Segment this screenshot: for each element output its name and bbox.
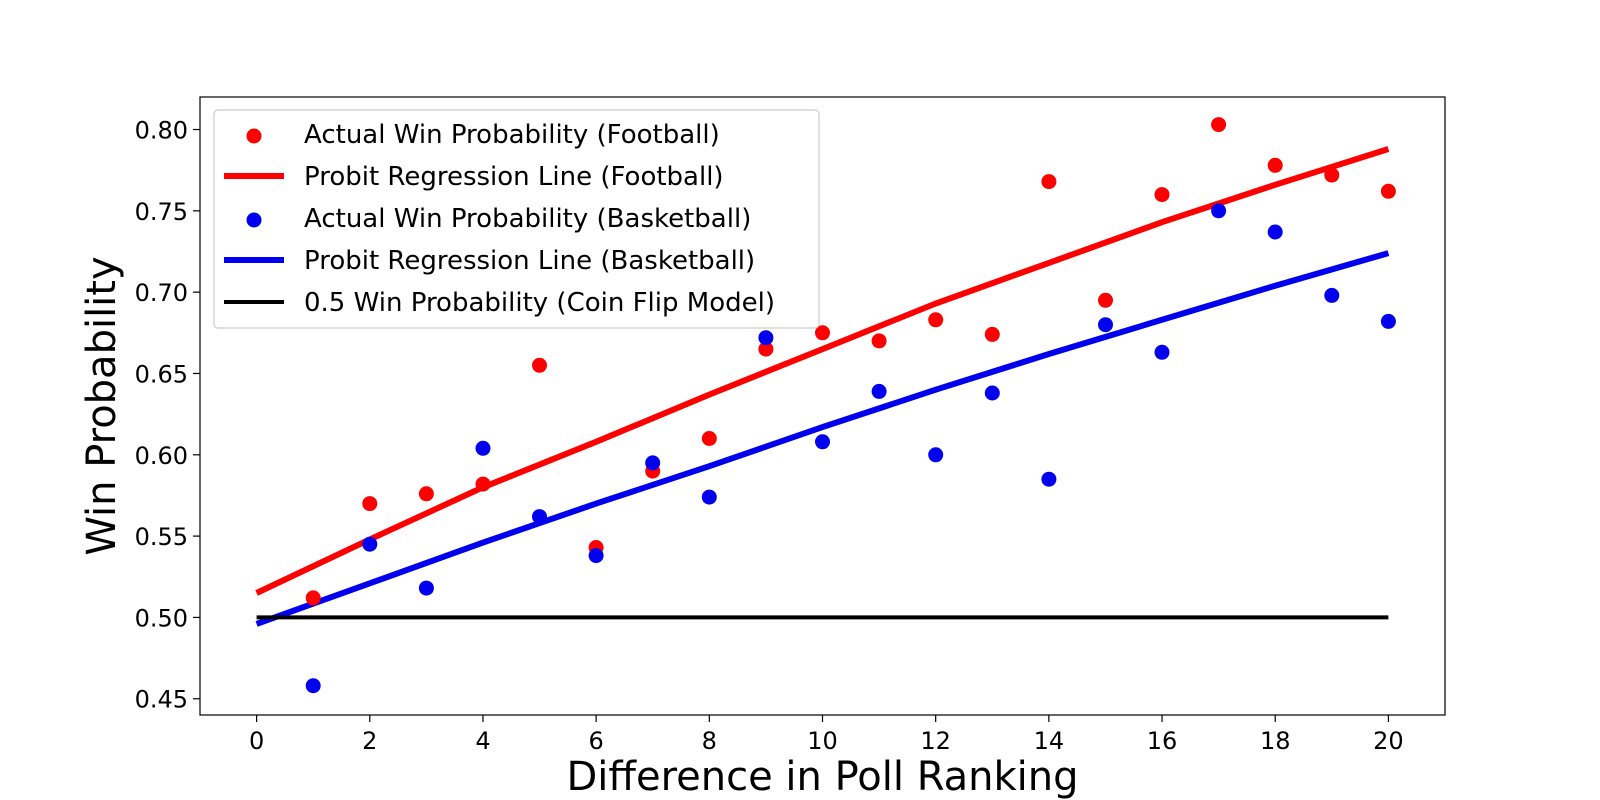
data-point-series0-7 xyxy=(701,431,717,446)
series-line-1 xyxy=(255,146,1390,596)
data-point-series2-3 xyxy=(475,440,491,456)
data-point-series0-13 xyxy=(1041,174,1057,190)
y-tick-label: 0.50 xyxy=(135,604,188,632)
y-tick-label: 0.70 xyxy=(135,279,188,307)
x-tick-label: 2 xyxy=(362,727,377,755)
x-tick-label: 6 xyxy=(588,727,603,755)
data-point-series0-8 xyxy=(758,341,774,357)
y-tick-label: 0.45 xyxy=(135,686,188,714)
data-point-series2-13 xyxy=(1041,471,1057,487)
data-point-series0-0 xyxy=(305,590,321,606)
data-point-series0-16 xyxy=(1211,117,1227,133)
data-point-series0-4 xyxy=(532,357,547,373)
data-point-series2-5 xyxy=(588,548,604,564)
data-point-series2-6 xyxy=(645,455,661,471)
data-point-series2-16 xyxy=(1211,203,1227,219)
data-point-series0-9 xyxy=(815,325,830,341)
y-axis-label: Win Probability xyxy=(79,256,125,555)
data-point-series0-1 xyxy=(362,496,378,512)
y-tick-label: 0.55 xyxy=(135,523,188,551)
data-point-series2-15 xyxy=(1154,344,1170,360)
legend-label-3: Probit Regression Line (Basketball) xyxy=(304,246,755,276)
data-point-series0-12 xyxy=(984,326,1000,342)
x-tick-label: 12 xyxy=(920,727,951,755)
data-point-series2-11 xyxy=(928,447,944,463)
plot-area xyxy=(255,117,1396,694)
data-point-series0-19 xyxy=(1380,183,1396,199)
series-line-3 xyxy=(255,250,1390,627)
x-tick-label: 20 xyxy=(1373,727,1404,755)
x-tick-label: 16 xyxy=(1147,727,1178,755)
legend-label-1: Probit Regression Line (Football) xyxy=(304,162,724,192)
legend-label-0: Actual Win Probability (Football) xyxy=(304,120,720,150)
x-tick-label: 8 xyxy=(702,727,717,755)
axes: 0 2 4 6 8 10 12 14 16 18 20 0.45 0.50 0.55 0.60 0.65 0.7… xyxy=(135,117,1404,755)
data-point-series0-14 xyxy=(1098,292,1113,308)
legend-marker-2 xyxy=(246,212,262,228)
data-point-series0-18 xyxy=(1324,167,1340,183)
data-point-series2-19 xyxy=(1380,313,1396,329)
x-tick-label: 4 xyxy=(475,727,490,755)
data-point-series2-4 xyxy=(532,509,547,525)
legend-marker-0 xyxy=(246,128,262,144)
data-point-series2-9 xyxy=(815,434,830,450)
data-point-series0-17 xyxy=(1267,157,1283,173)
data-point-series2-1 xyxy=(362,536,378,552)
x-tick-label: 0 xyxy=(249,727,264,755)
x-tick-label: 18 xyxy=(1260,727,1291,755)
x-tick-label: 10 xyxy=(807,727,838,755)
y-tick-label: 0.60 xyxy=(135,442,188,470)
data-point-series0-3 xyxy=(475,476,491,492)
y-tick-label: 0.75 xyxy=(135,198,188,226)
legend-label-4: 0.5 Win Probability (Coin Flip Model) xyxy=(304,288,775,318)
legend: Actual Win Probability (Football) Probit … xyxy=(213,109,820,329)
data-point-series2-2 xyxy=(418,580,434,596)
data-point-series2-18 xyxy=(1324,287,1340,303)
y-tick-label: 0.65 xyxy=(135,360,188,388)
y-tick-label: 0.80 xyxy=(135,117,188,145)
data-point-series2-7 xyxy=(701,489,717,505)
x-axis-label: Difference in Poll Ranking xyxy=(566,754,1078,800)
data-point-series2-12 xyxy=(984,385,1000,401)
data-point-series0-10 xyxy=(871,333,887,349)
x-tick-label: 14 xyxy=(1034,727,1065,755)
data-point-series2-10 xyxy=(871,383,887,399)
data-point-series2-0 xyxy=(305,678,321,694)
legend-box xyxy=(213,109,820,329)
data-point-series2-17 xyxy=(1267,224,1283,240)
data-point-series2-14 xyxy=(1098,317,1113,333)
data-point-series0-2 xyxy=(418,486,434,502)
data-point-series0-11 xyxy=(928,312,944,328)
data-point-series0-15 xyxy=(1154,187,1170,203)
data-point-series2-8 xyxy=(758,330,774,346)
legend-label-2: Actual Win Probability (Basketball) xyxy=(304,204,751,234)
